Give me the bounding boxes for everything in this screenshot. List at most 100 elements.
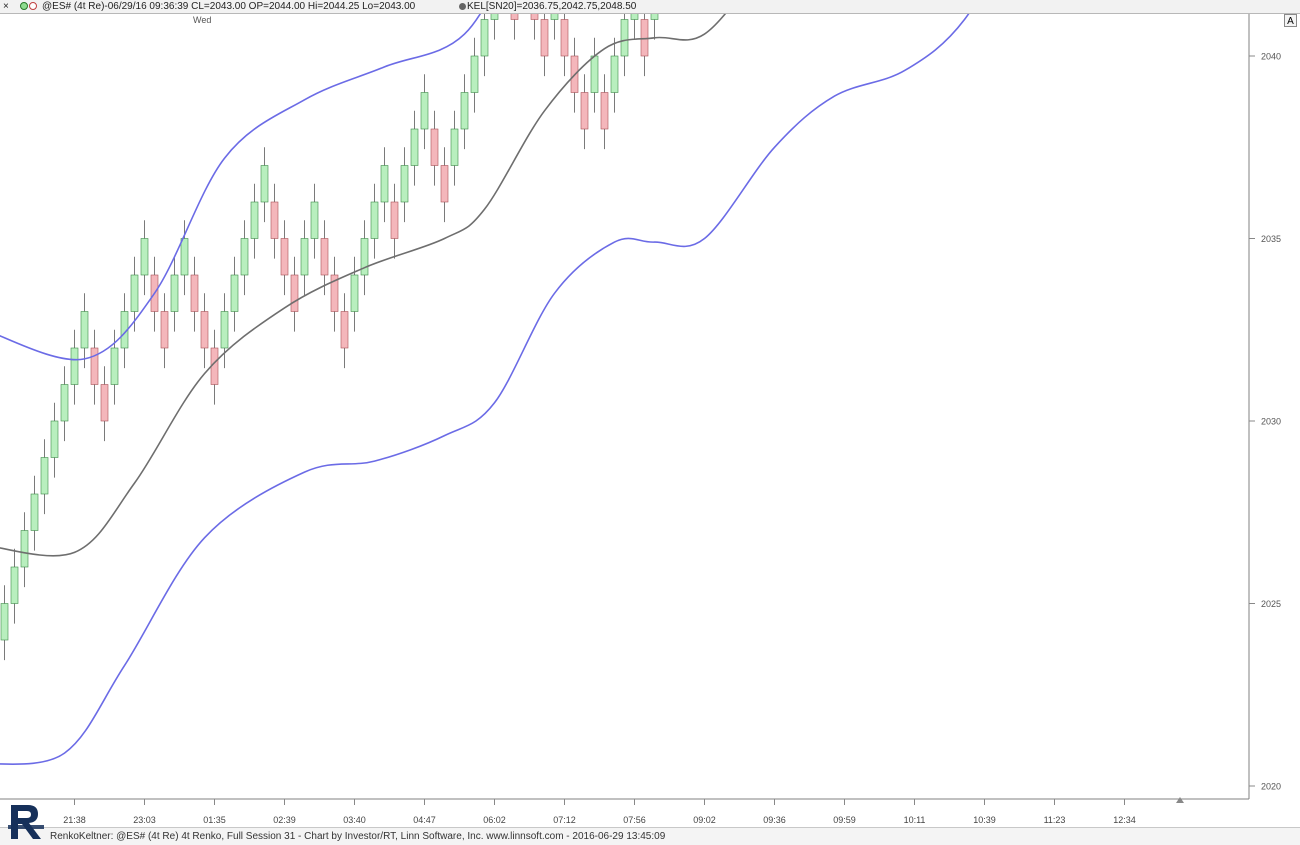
status-bar <box>0 827 1300 845</box>
up-brick <box>10 548 19 624</box>
brick-body <box>380 165 389 203</box>
up-brick <box>70 329 79 405</box>
x-tick-label: 11:23 <box>1044 815 1066 825</box>
down-brick <box>320 220 329 296</box>
down-brick <box>440 147 449 223</box>
status-dot-icon[interactable] <box>20 2 28 10</box>
brick-body <box>200 311 209 349</box>
record-dot-icon[interactable] <box>29 2 37 10</box>
brick-body <box>220 311 229 349</box>
up-brick <box>370 183 379 259</box>
down-brick <box>210 329 219 405</box>
y-tick-label: 2020 <box>1261 782 1281 792</box>
up-brick <box>60 366 69 442</box>
close-icon[interactable]: × <box>3 1 9 12</box>
up-brick <box>360 220 369 296</box>
up-brick <box>420 74 429 150</box>
up-brick <box>650 14 659 40</box>
down-brick <box>430 110 439 186</box>
up-brick <box>50 402 59 478</box>
chart-header-bar: × @ES# (4t Re)-06/29/16 09:36:39 CL=2043… <box>0 0 1300 14</box>
x-tick-label: 23:03 <box>133 815 156 825</box>
down-brick <box>330 256 339 332</box>
autoscale-button[interactable]: A <box>1284 14 1297 27</box>
brick-body <box>170 274 179 312</box>
brick-body <box>300 238 309 276</box>
brick-body <box>510 14 519 20</box>
brick-body <box>440 165 449 203</box>
down-brick <box>540 14 549 77</box>
brick-body <box>190 274 199 312</box>
down-brick <box>160 293 169 369</box>
down-brick <box>600 74 609 150</box>
brick-body <box>130 274 139 312</box>
up-brick <box>590 37 599 113</box>
x-tick-label: 12:34 <box>1113 815 1136 825</box>
up-brick <box>310 183 319 259</box>
brick-body <box>80 311 89 349</box>
day-label: Wed <box>193 15 212 25</box>
up-brick <box>0 585 9 661</box>
brick-body <box>290 274 299 312</box>
x-tick-label: 09:02 <box>693 815 716 825</box>
brick-body <box>160 311 169 349</box>
up-brick <box>380 147 389 223</box>
brick-body <box>10 566 19 604</box>
lower-band-line <box>0 14 970 766</box>
y-tick-label: 2025 <box>1261 599 1281 609</box>
down-brick <box>90 329 99 405</box>
down-brick <box>560 14 569 77</box>
down-brick <box>530 14 539 40</box>
brick-body <box>250 201 259 239</box>
brick-body <box>600 92 609 130</box>
brick-body <box>50 420 59 458</box>
down-brick <box>100 366 109 442</box>
brick-body <box>260 165 269 203</box>
down-brick <box>190 256 199 332</box>
brick-body <box>480 19 489 57</box>
footer-caption: RenkoKeltner: @ES# (4t Re) 4t Renko, Ful… <box>50 831 666 842</box>
up-brick <box>460 74 469 150</box>
renko-chart[interactable]: 202020252030203520402045205020552060 21:… <box>0 14 1300 826</box>
brick-body <box>330 274 339 312</box>
indicator-dot-icon[interactable] <box>459 3 466 10</box>
down-brick <box>390 183 399 259</box>
up-brick <box>490 14 499 40</box>
brick-body <box>340 311 349 349</box>
up-brick <box>140 220 149 296</box>
instrument-info: @ES# (4t Re)-06/29/16 09:36:39 CL=2043.0… <box>42 1 416 12</box>
up-brick <box>620 14 629 77</box>
up-brick <box>130 256 139 332</box>
brick-body <box>110 347 119 385</box>
x-tick-label: 09:59 <box>833 815 856 825</box>
brick-body <box>470 55 479 93</box>
candles <box>0 14 659 661</box>
up-brick <box>250 183 259 259</box>
down-brick <box>200 293 209 369</box>
up-brick <box>630 14 639 40</box>
x-tick-label: 04:47 <box>413 815 436 825</box>
brick-body <box>420 92 429 130</box>
brick-body <box>550 14 559 20</box>
brick-body <box>400 165 409 203</box>
x-axis: 21:38 23:03 01:35 02:39 03:40 04:47 06:02 07:12… <box>63 799 1136 825</box>
brick-body <box>410 128 419 166</box>
down-brick <box>580 74 589 150</box>
down-brick <box>290 256 299 332</box>
keltner-lines <box>0 14 970 766</box>
indicator-info: KEL[SN20]=2036.75,2042.75,2048.50 <box>467 1 637 12</box>
up-brick <box>20 512 29 588</box>
x-tick-label: 06:02 <box>483 815 506 825</box>
up-brick <box>230 256 239 332</box>
up-brick <box>610 37 619 113</box>
up-brick <box>450 110 459 186</box>
brick-body <box>460 92 469 130</box>
up-brick <box>240 220 249 296</box>
brick-body <box>620 19 629 57</box>
up-brick <box>400 147 409 223</box>
brick-body <box>320 238 329 276</box>
end-marker-icon <box>1176 797 1184 803</box>
up-brick <box>350 256 359 332</box>
x-tick-label: 09:36 <box>763 815 786 825</box>
down-brick <box>280 220 289 296</box>
